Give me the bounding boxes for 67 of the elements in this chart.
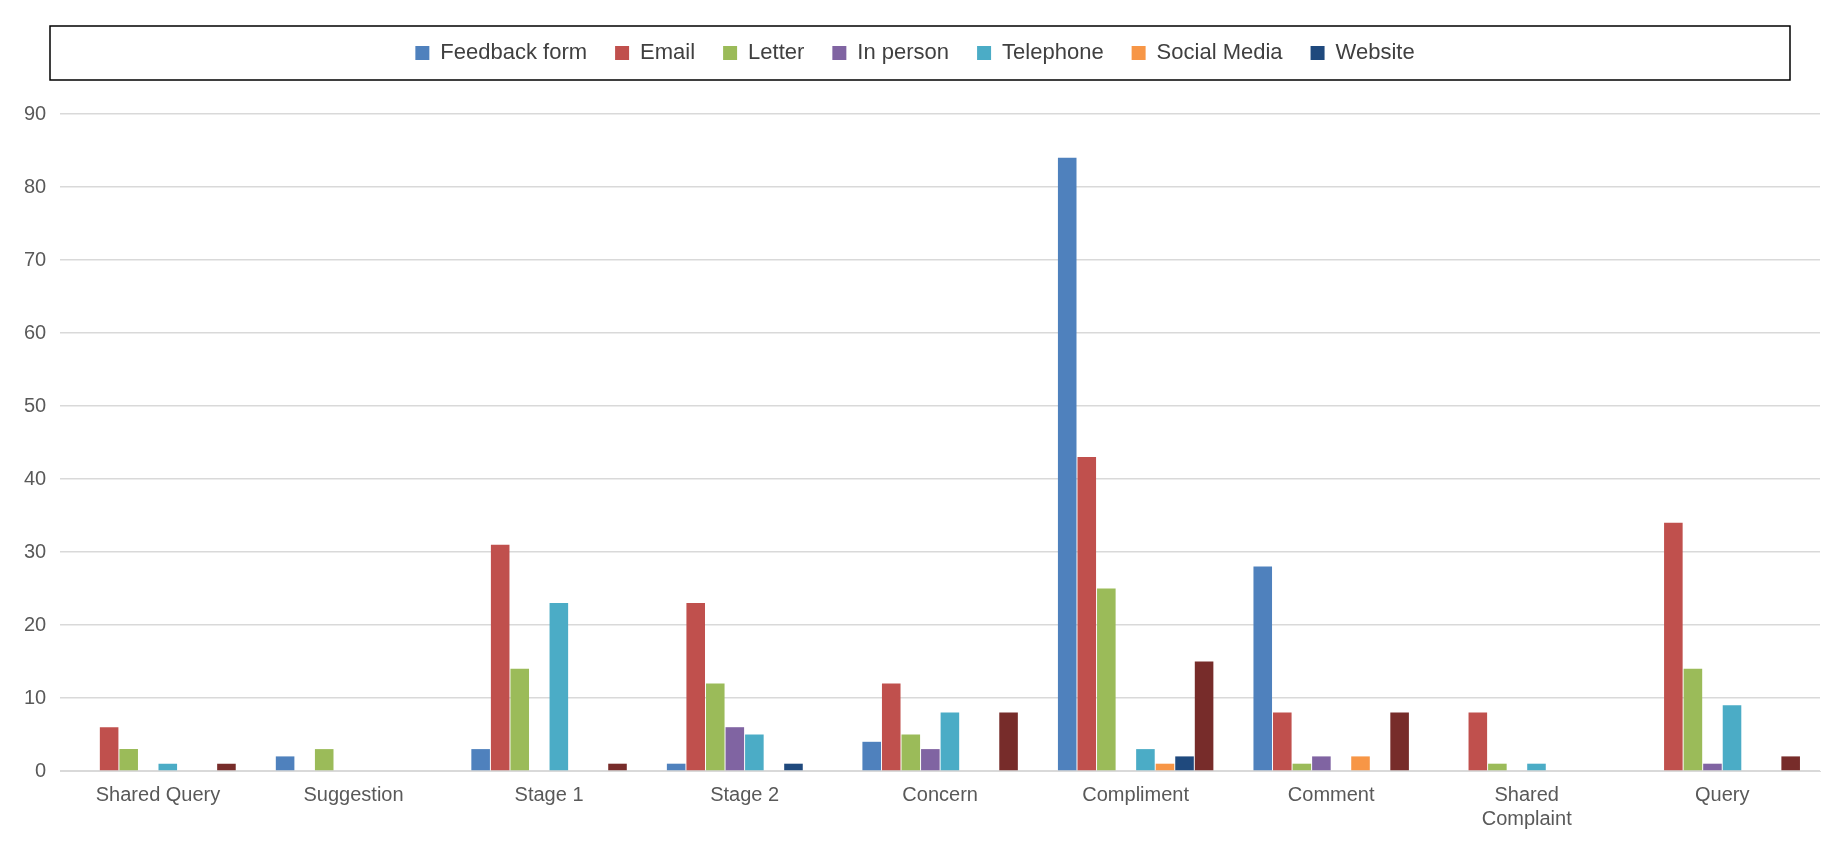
bar bbox=[275, 756, 295, 771]
legend-label: Social Media bbox=[1156, 39, 1284, 65]
bar bbox=[1527, 763, 1546, 771]
bar bbox=[1175, 756, 1194, 771]
bar bbox=[686, 603, 705, 771]
bar bbox=[1683, 668, 1703, 771]
bar bbox=[705, 683, 725, 771]
bar bbox=[1468, 712, 1488, 771]
y-tick-label: 50 bbox=[24, 393, 47, 416]
bar bbox=[1703, 763, 1722, 771]
bar bbox=[1488, 763, 1507, 771]
y-tick-label: 20 bbox=[24, 612, 47, 635]
bar bbox=[940, 712, 960, 771]
bar bbox=[1077, 457, 1097, 771]
bar bbox=[510, 668, 530, 771]
bar bbox=[1273, 712, 1292, 771]
legend-label: Feedback form bbox=[440, 39, 588, 65]
bar bbox=[921, 749, 940, 771]
legend-label: Website bbox=[1335, 39, 1415, 65]
bar bbox=[725, 727, 745, 771]
legend-label: In person bbox=[857, 39, 950, 65]
x-tick-label: Stage 1 bbox=[514, 782, 584, 805]
bar bbox=[490, 544, 510, 771]
x-tick-label: Shared Complaint bbox=[1481, 782, 1573, 829]
bar bbox=[158, 763, 178, 771]
bar bbox=[1136, 749, 1155, 771]
bar bbox=[1253, 566, 1273, 771]
bar bbox=[862, 741, 881, 771]
bar bbox=[745, 734, 764, 771]
bar bbox=[1664, 522, 1683, 771]
bar bbox=[784, 763, 803, 771]
y-tick-label: 30 bbox=[24, 539, 47, 562]
legend-label: Email bbox=[640, 39, 696, 65]
y-tick-label: 70 bbox=[24, 247, 47, 270]
y-tick-label: 60 bbox=[24, 320, 47, 343]
bar bbox=[1781, 756, 1800, 771]
x-tick-label: Query bbox=[1695, 782, 1750, 805]
x-tick-label: Shared Query bbox=[95, 782, 221, 805]
bar bbox=[1057, 157, 1077, 771]
bar bbox=[1351, 756, 1370, 771]
bar bbox=[1194, 661, 1214, 771]
x-tick-label: Concern bbox=[902, 782, 978, 805]
bar bbox=[99, 727, 119, 771]
bar bbox=[1390, 712, 1409, 771]
bar bbox=[999, 712, 1018, 771]
x-tick-label: Suggestion bbox=[303, 782, 404, 805]
bar bbox=[608, 763, 627, 771]
x-tick-label: Stage 2 bbox=[710, 782, 780, 805]
bar bbox=[471, 749, 490, 771]
legend-label: Telephone bbox=[1002, 39, 1104, 65]
bar bbox=[881, 683, 901, 771]
bar bbox=[1312, 756, 1331, 771]
bar bbox=[217, 763, 236, 771]
bar bbox=[119, 749, 138, 771]
bar bbox=[901, 734, 921, 771]
y-tick-label: 80 bbox=[24, 174, 47, 197]
bar bbox=[1722, 705, 1742, 771]
bar bbox=[549, 603, 569, 771]
y-tick-label: 40 bbox=[24, 466, 47, 489]
y-tick-label: 10 bbox=[24, 685, 47, 708]
bar bbox=[314, 749, 334, 771]
legend-label: Letter bbox=[748, 39, 805, 65]
bar bbox=[1097, 588, 1116, 771]
x-tick-label: Compliment bbox=[1082, 782, 1190, 805]
x-tick-label: Comment bbox=[1287, 782, 1375, 805]
y-tick-label: 0 bbox=[35, 758, 47, 781]
y-tick-label: 90 bbox=[24, 101, 47, 124]
